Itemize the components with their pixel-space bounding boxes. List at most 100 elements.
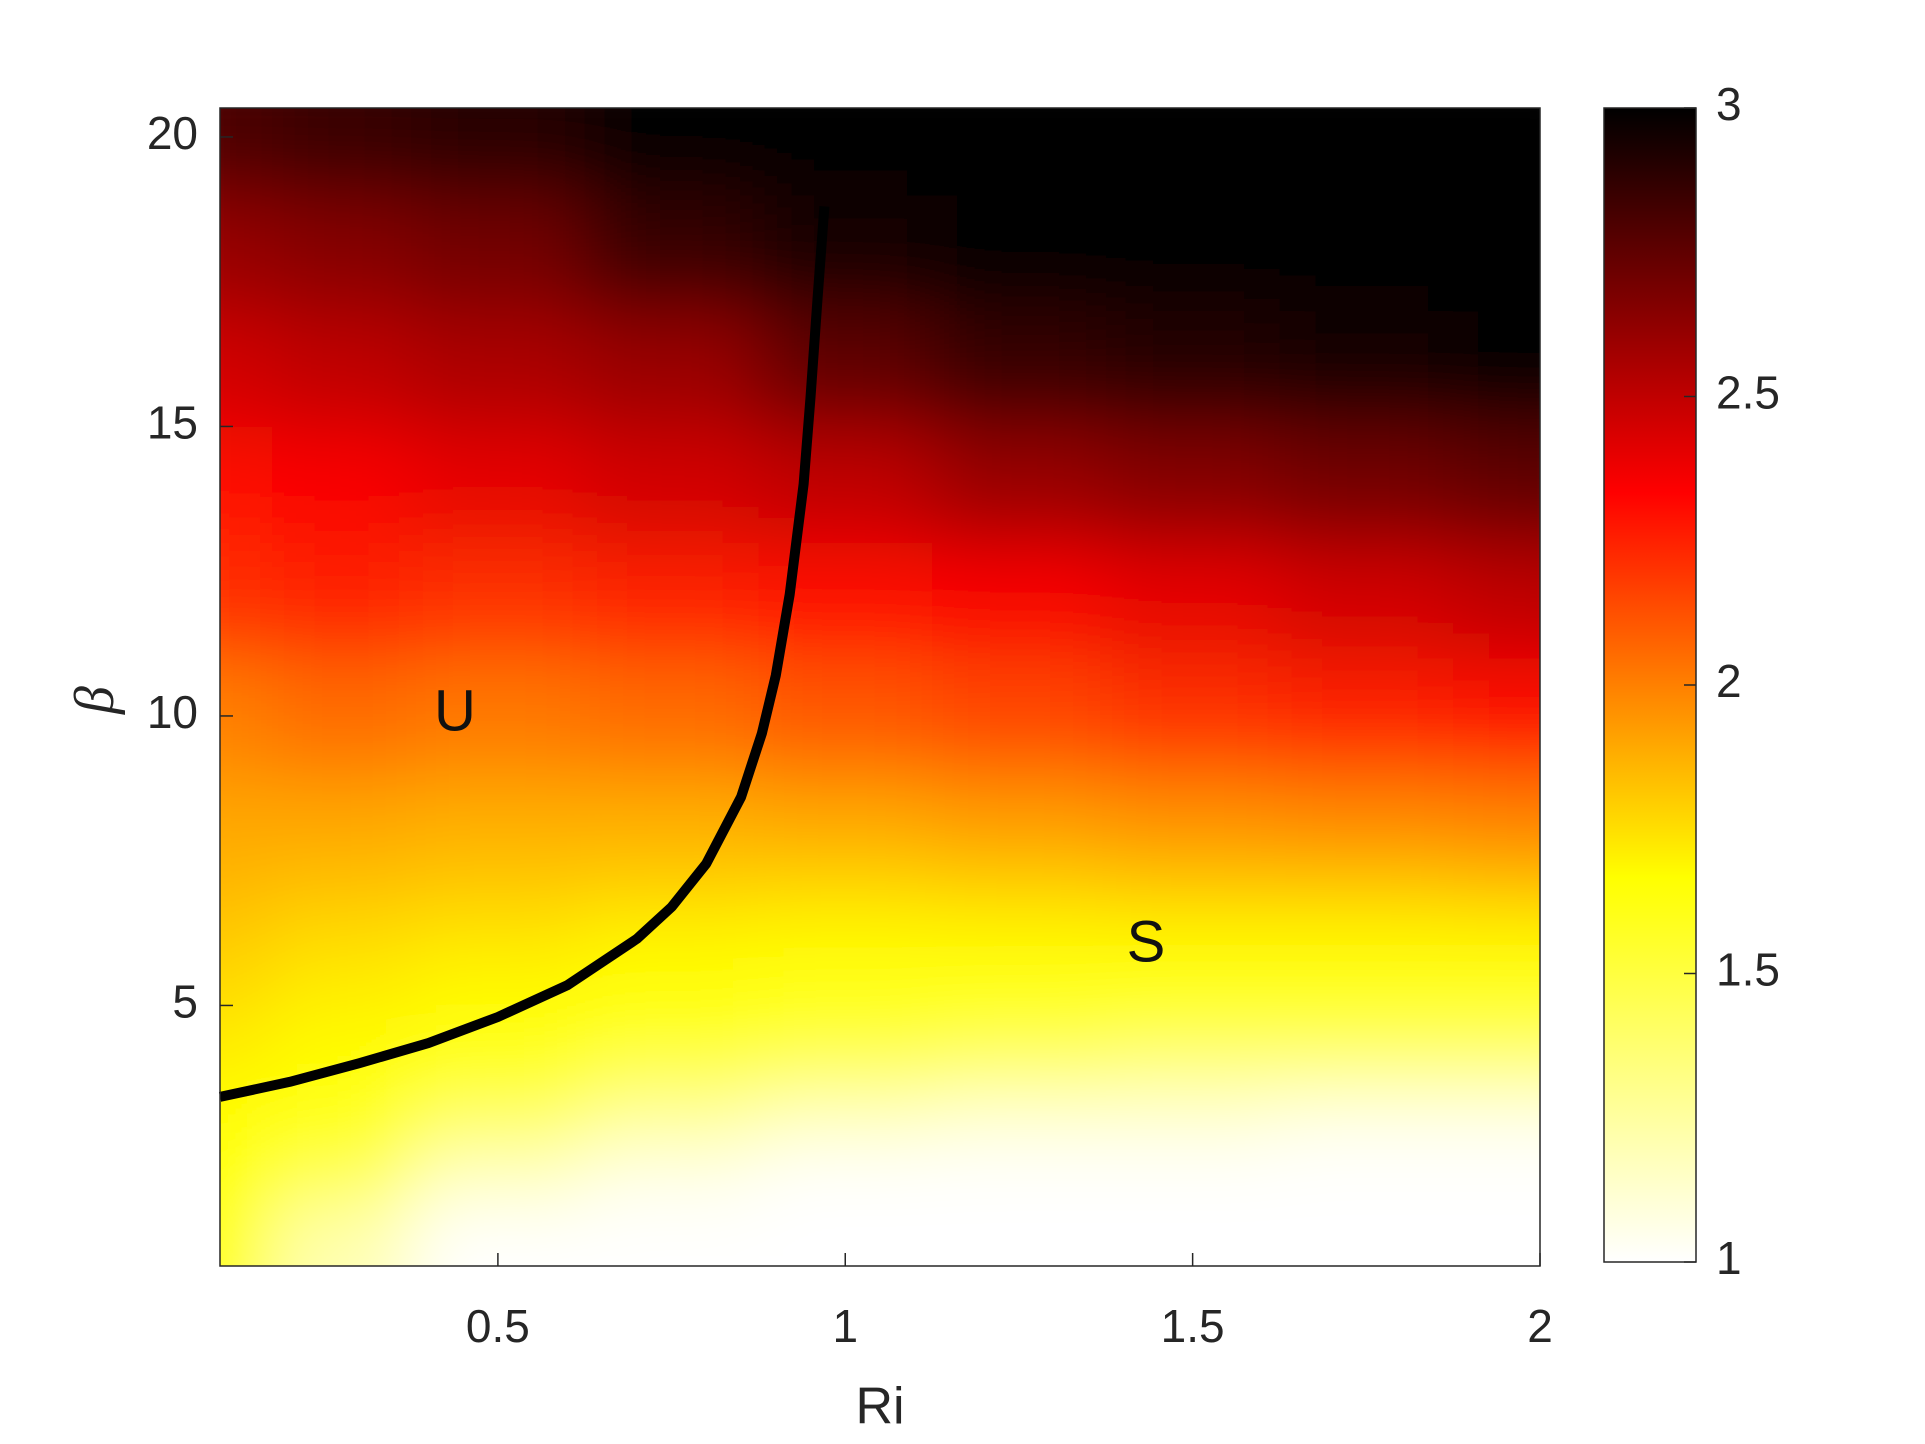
heat-cell [1453,1150,1540,1209]
y-axis-label: β [64,686,126,715]
heat-cell [272,1208,412,1266]
heat-cell [411,860,586,920]
heat-cell [584,1150,759,1209]
heat-cell [1105,194,1280,312]
heat-cell [220,1034,273,1093]
heat-cell [1279,658,1454,775]
heat-cell [411,658,586,775]
y-tick-label: 10 [147,686,198,738]
heat-cell [272,194,412,312]
region-label: S [1127,909,1166,974]
colorbar-tick-label: 2.5 [1716,367,1780,419]
heat-cell [584,542,759,659]
heat-cell [758,918,933,977]
heat-cell [758,773,933,862]
heat-cell [932,918,1107,977]
heat-cell [220,976,273,1035]
heat-cell [584,1034,759,1093]
heat-cell [1279,1208,1454,1266]
heat-cell [758,1092,933,1151]
heat-cell [1279,108,1454,196]
heat-cell [1279,976,1454,1035]
heat-cell [932,426,1107,543]
heat-cell [220,542,273,659]
overlay: U S 0.5 1 1.5 2 5 10 15 20 1 1.5 2 2.5 3 [147,78,1780,1352]
heat-cell [1453,658,1540,775]
heat-cell [932,658,1107,775]
heat-cell [758,310,933,427]
heat-cell [1105,1150,1280,1209]
heat-cell [411,1034,586,1093]
heat-cell [272,310,412,427]
heat-cell [1279,1034,1454,1093]
colorbar-tick-label: 2 [1716,655,1742,707]
heat-cell [758,194,933,312]
heat-cell [1453,542,1540,659]
heat-cell [411,1150,586,1209]
heat-cell [584,310,759,427]
heat-cell [220,194,273,312]
heat-cell [220,1092,273,1151]
heat-cell [932,1092,1107,1151]
heat-cell [584,1208,759,1266]
heat-cell [932,773,1107,862]
heat-cell [220,860,273,920]
heat-cell [1279,310,1454,427]
heatmap-cells [220,108,1540,1266]
heat-cell [1453,773,1540,862]
heat-cell [272,860,412,920]
heat-cell [411,108,586,196]
heat-cell [220,1150,273,1209]
heat-cell [584,108,759,196]
heat-cell [932,860,1107,920]
heat-cell [584,976,759,1035]
colorbar-tick-label: 3 [1716,78,1742,130]
heat-cell [758,1034,933,1093]
heat-cell [411,426,586,543]
heat-cell [1279,773,1454,862]
axes-box [219,107,1541,1267]
heat-cell [1279,542,1454,659]
heat-cell [758,976,933,1035]
heat-cell [932,1150,1107,1209]
heat-cell [1105,918,1280,977]
heat-cell [932,542,1107,659]
heat-cell [1105,976,1280,1035]
heat-cell [411,310,586,427]
heat-cell [1453,976,1540,1035]
heat-cell [758,860,933,920]
heat-cell [932,1208,1107,1266]
colorbar [1603,107,1697,1263]
heat-cell [220,1208,273,1266]
heat-cell [411,542,586,659]
y-tick-label: 15 [147,397,198,449]
heat-cell [1105,1092,1280,1151]
y-tick-label: 5 [172,976,198,1028]
heat-cell [411,1092,586,1151]
heat-cell [1453,918,1540,977]
x-tick-label: 2 [1527,1300,1553,1352]
heat-cell [1279,1092,1454,1151]
heat-cell [1453,1034,1540,1093]
heat-cell [584,426,759,543]
heat-cell [1279,426,1454,543]
heat-cell [584,1092,759,1151]
region-label: U [434,678,476,743]
heat-cell [1105,1034,1280,1093]
x-tick-label: 1 [832,1300,858,1352]
heat-cell [272,1150,412,1209]
heat-cell [1279,194,1454,312]
heat-cell [272,426,412,543]
heat-cell [1279,918,1454,977]
heat-cell [220,108,273,196]
heat-cell [1279,1150,1454,1209]
y-tick-label: 20 [147,107,198,159]
colorbar-tick-label: 1 [1716,1232,1742,1284]
heat-cell [220,310,273,427]
x-axis-label: Ri [855,1378,904,1436]
heat-cell [1105,542,1280,659]
heat-cell [932,310,1107,427]
heat-cell [272,1092,412,1151]
heat-cell [1453,860,1540,920]
heat-cell [584,658,759,775]
